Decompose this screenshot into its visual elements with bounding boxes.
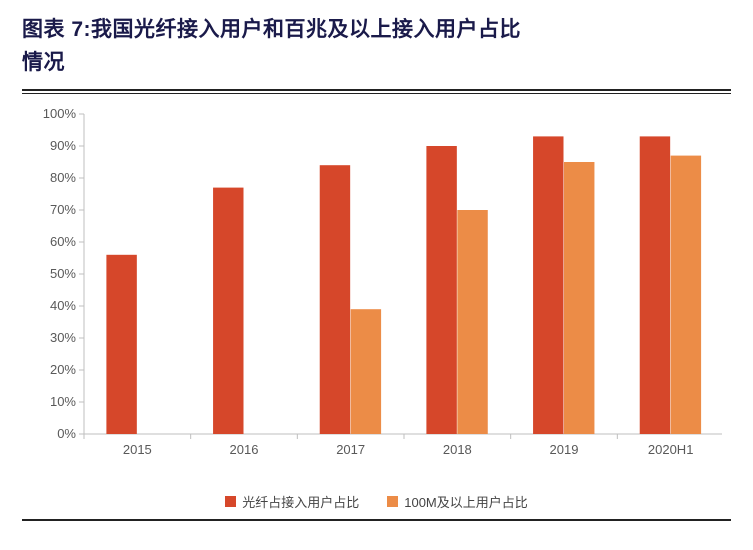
legend: 光纤占接入用户占比 100M及以上用户占比 (22, 492, 731, 511)
bar (533, 136, 563, 434)
x-tick-label: 2019 (550, 442, 579, 457)
rule-top-thick (22, 89, 731, 91)
bar-chart: 0% 10% 20% 30% 40% 50% 60% 70% 80% 90% 100% 2015 201… (22, 106, 722, 466)
y-tick-label: 100% (43, 106, 77, 121)
y-tick-label: 50% (50, 266, 76, 281)
chart-area: 0% 10% 20% 30% 40% 50% 60% 70% 80% 90% 100% 2015 201… (22, 106, 731, 486)
y-tick-label: 30% (50, 330, 76, 345)
legend-swatch (387, 496, 398, 507)
rule-top-thin (22, 93, 731, 94)
bar (671, 156, 701, 434)
bar (564, 162, 594, 434)
y-tick-label: 40% (50, 298, 76, 313)
y-tick-label: 90% (50, 138, 76, 153)
legend-item: 光纤占接入用户占比 (225, 492, 359, 511)
y-tick-label: 10% (50, 394, 76, 409)
y-tick-label: 80% (50, 170, 76, 185)
legend-label: 100M及以上用户占比 (404, 492, 528, 511)
legend-swatch (225, 496, 236, 507)
x-tick-label: 2020H1 (648, 442, 694, 457)
bar (320, 165, 350, 434)
y-tick-label: 60% (50, 234, 76, 249)
bar (426, 146, 456, 434)
title-line-2: 情况 (22, 51, 65, 74)
y-tick-label: 0% (57, 426, 76, 441)
title-line-1: 图表 7:我国光纤接入用户和百兆及以上接入用户占比 (22, 18, 521, 41)
bar (213, 188, 243, 434)
x-tick-label: 2018 (443, 442, 472, 457)
x-tick-label: 2015 (123, 442, 152, 457)
bar (106, 255, 136, 434)
x-tick-label: 2016 (230, 442, 259, 457)
legend-item: 100M及以上用户占比 (387, 492, 528, 511)
legend-label: 光纤占接入用户占比 (242, 492, 359, 511)
figure-container: 图表 7:我国光纤接入用户和百兆及以上接入用户占比 情况 0% 10% 20% 30%… (0, 0, 753, 550)
bar (640, 136, 670, 434)
rule-bottom-thick (22, 519, 731, 521)
bar (351, 309, 381, 434)
figure-title: 图表 7:我国光纤接入用户和百兆及以上接入用户占比 情况 (22, 14, 731, 79)
y-tick-label: 70% (50, 202, 76, 217)
bar (457, 210, 487, 434)
y-tick-label: 20% (50, 362, 76, 377)
x-tick-label: 2017 (336, 442, 365, 457)
